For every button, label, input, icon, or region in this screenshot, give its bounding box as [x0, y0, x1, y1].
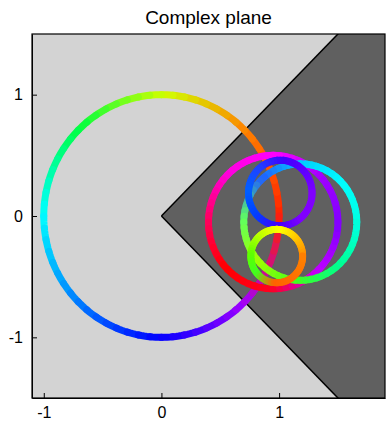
x-tick: 1 [275, 393, 284, 421]
curve-segment [308, 193, 315, 196]
region-edge [161, 34, 385, 216]
curve-segment [353, 222, 360, 228]
curve [251, 229, 303, 282]
curve [44, 95, 279, 338]
curve-segment [299, 256, 306, 259]
y-tick: 1 [14, 86, 37, 103]
y-tick-label: 0 [14, 208, 23, 225]
region [161, 34, 385, 398]
x-tick: 0 [157, 393, 166, 421]
x-tick-label: 0 [157, 404, 166, 421]
y-tick: 0 [14, 208, 37, 225]
x-tick-mark [279, 393, 280, 398]
chart: -1 0 1 -1 0 1 Complex plane [0, 0, 386, 428]
plot-frame [32, 34, 385, 398]
x-tick: -1 [37, 393, 51, 421]
curve [209, 155, 338, 288]
plot-area [44, 34, 385, 398]
y-axis: -1 0 1 [9, 35, 37, 399]
y-tick: -1 [9, 329, 37, 346]
y-tick-mark [32, 216, 37, 217]
x-tick-label: -1 [37, 404, 51, 421]
region-edge [161, 216, 385, 398]
title: Complex plane [145, 7, 272, 28]
y-tick-label: 1 [14, 86, 23, 103]
x-axis: -1 0 1 [33, 393, 386, 421]
y-tick-label: -1 [9, 329, 23, 346]
y-tick-mark [32, 95, 37, 96]
curve [249, 160, 313, 226]
curve [244, 164, 357, 280]
x-tick-mark [161, 393, 162, 398]
y-tick-mark [32, 337, 37, 338]
curve-segment [334, 222, 341, 229]
x-tick-mark [44, 393, 45, 398]
x-tick-label: 1 [275, 404, 284, 421]
